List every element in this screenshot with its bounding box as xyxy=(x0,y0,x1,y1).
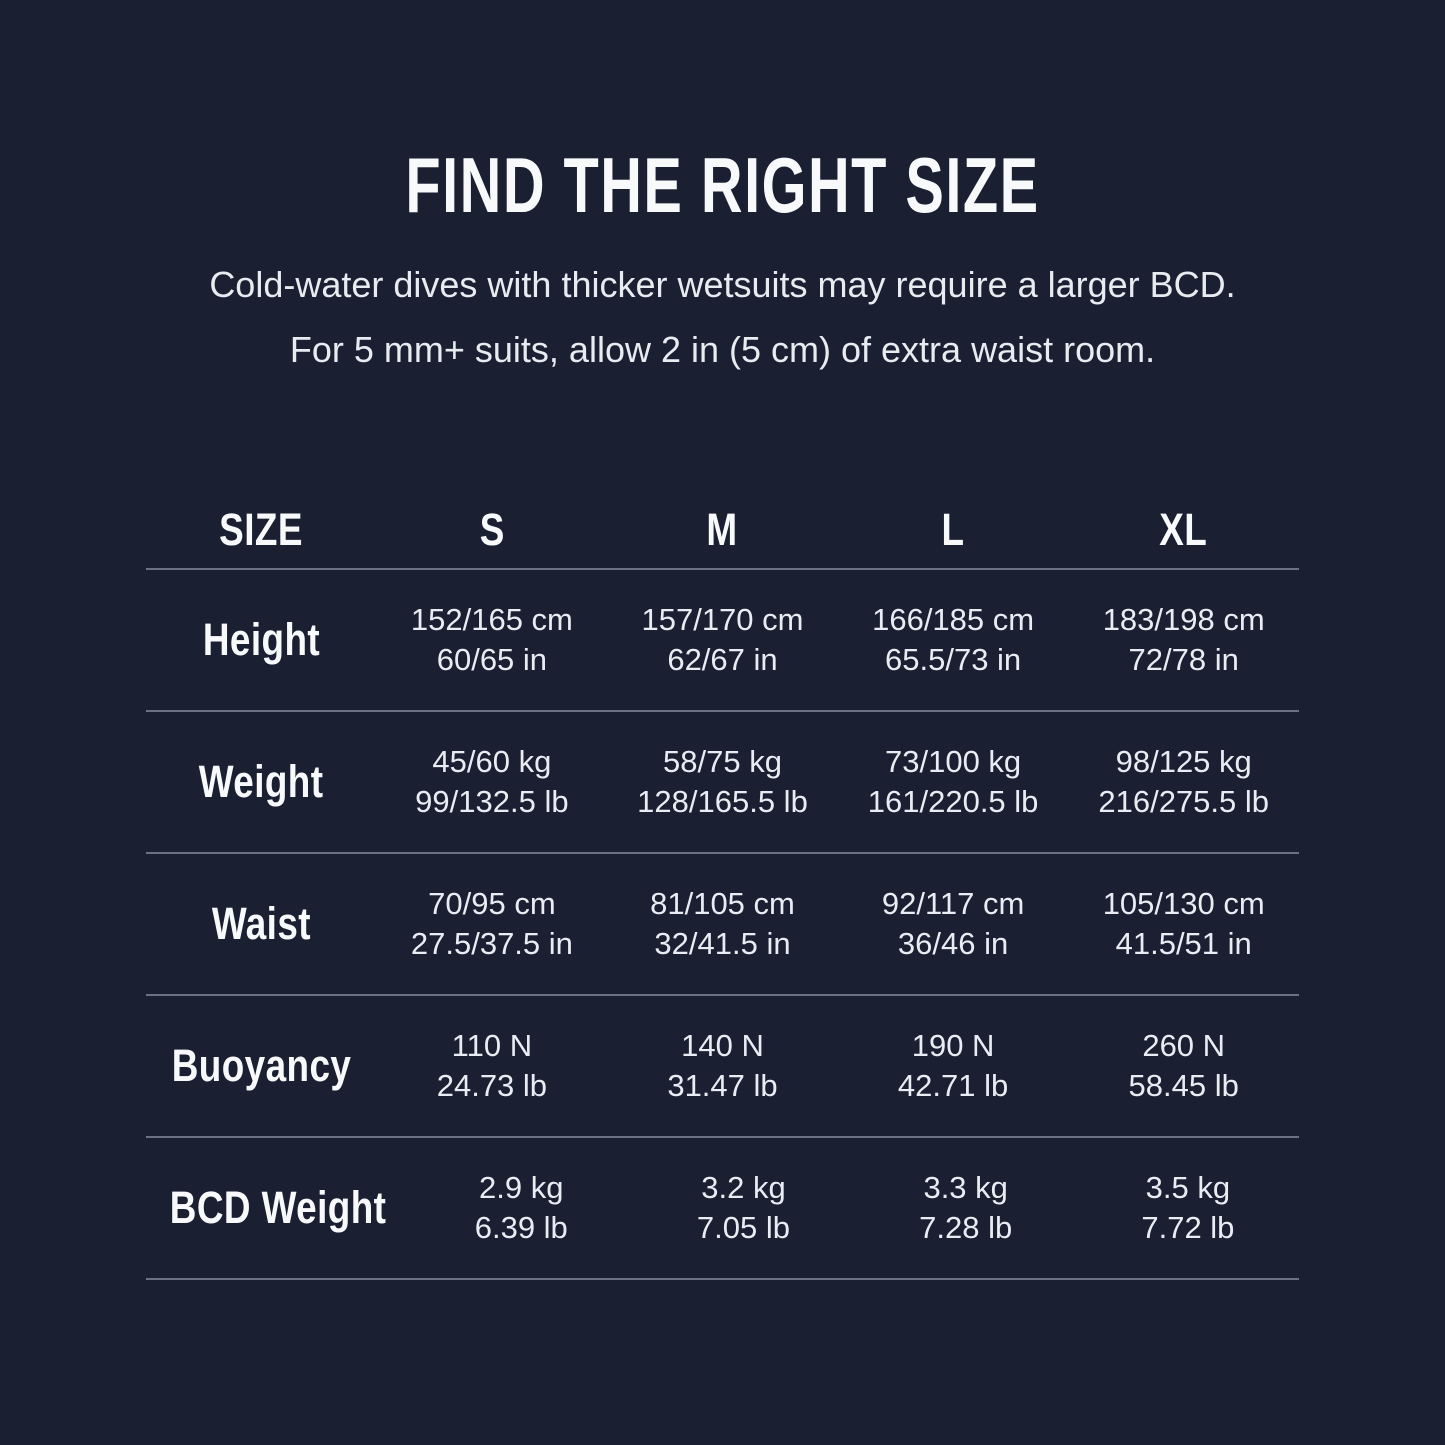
table-row-waist: Waist 70/95 cm 27.5/37.5 in 81/105 cm 32… xyxy=(146,854,1299,996)
cell-waist-l: 92/117 cm 36/46 in xyxy=(881,886,1025,961)
cell-buoyancy-m: 140 N 31.47 lb xyxy=(667,1028,778,1103)
row-label-bcd-weight: BCD Weight xyxy=(169,1182,387,1233)
table-row-height: Height 152/165 cm 60/65 in 157/170 cm 62… xyxy=(146,570,1299,712)
row-label-waist: Waist xyxy=(211,898,311,949)
cell-bcd-weight-m: 3.2 kg 7.05 lb xyxy=(696,1170,790,1245)
cell-waist-s: 70/95 cm 27.5/37.5 in xyxy=(410,886,573,961)
table-header-row: SIZE S M L XL xyxy=(146,492,1299,570)
cell-height-l: 166/185 cm 65.5/73 in xyxy=(872,602,1035,677)
cell-bcd-weight-s: 2.9 kg 6.39 lb xyxy=(474,1170,568,1245)
cell-waist-xl: 105/130 cm 41.5/51 in xyxy=(1102,886,1265,961)
cell-buoyancy-s: 110 N 24.73 lb xyxy=(436,1028,548,1103)
cell-weight-s: 45/60 kg 99/132.5 lb xyxy=(415,744,569,819)
table-row-bcd-weight: BCD Weight 2.9 kg 6.39 lb 3.2 kg 7.05 lb… xyxy=(146,1138,1299,1280)
row-label-buoyancy: Buoyancy xyxy=(171,1040,352,1091)
cell-bcd-weight-xl: 3.5 kg 7.72 lb xyxy=(1141,1170,1235,1245)
header-cell-xl: XL xyxy=(1159,504,1208,555)
cell-height-s: 152/165 cm 60/65 in xyxy=(410,602,573,677)
cell-buoyancy-xl: 260 N 58.45 lb xyxy=(1128,1028,1239,1103)
cell-weight-xl: 98/125 kg 216/275.5 lb xyxy=(1098,744,1270,819)
header-cell-size: SIZE xyxy=(219,504,304,555)
page-title: FIND THE RIGHT SIZE xyxy=(0,0,1445,226)
page-title-text: FIND THE RIGHT SIZE xyxy=(405,141,1040,229)
subtitle: Cold-water dives with thicker wetsuits m… xyxy=(0,252,1445,382)
table-row-weight: Weight 45/60 kg 99/132.5 lb 58/75 kg 128… xyxy=(146,712,1299,854)
table-row-buoyancy: Buoyancy 110 N 24.73 lb 140 N 31.47 lb 1… xyxy=(146,996,1299,1138)
cell-height-xl: 183/198 cm 72/78 in xyxy=(1102,602,1265,677)
subtitle-line-1: Cold-water dives with thicker wetsuits m… xyxy=(209,264,1236,305)
header-cell-m: M xyxy=(706,504,739,555)
cell-height-m: 157/170 cm 62/67 in xyxy=(641,602,804,677)
cell-bcd-weight-l: 3.3 kg 7.28 lb xyxy=(919,1170,1013,1245)
cell-waist-m: 81/105 cm 32/41.5 in xyxy=(650,886,795,961)
header-cell-l: L xyxy=(941,504,965,555)
row-label-weight: Weight xyxy=(198,756,324,807)
cell-weight-l: 73/100 kg 161/220.5 lb xyxy=(867,744,1039,819)
cell-weight-m: 58/75 kg 128/165.5 lb xyxy=(637,744,808,819)
header-cell-s: S xyxy=(479,504,505,555)
size-table: SIZE S M L XL Height 152/165 cm 60/65 in… xyxy=(146,492,1299,1280)
subtitle-line-2: For 5 mm+ suits, allow 2 in (5 cm) of ex… xyxy=(289,329,1156,370)
cell-buoyancy-l: 190 N 42.71 lb xyxy=(897,1028,1009,1103)
row-label-height: Height xyxy=(202,614,320,665)
